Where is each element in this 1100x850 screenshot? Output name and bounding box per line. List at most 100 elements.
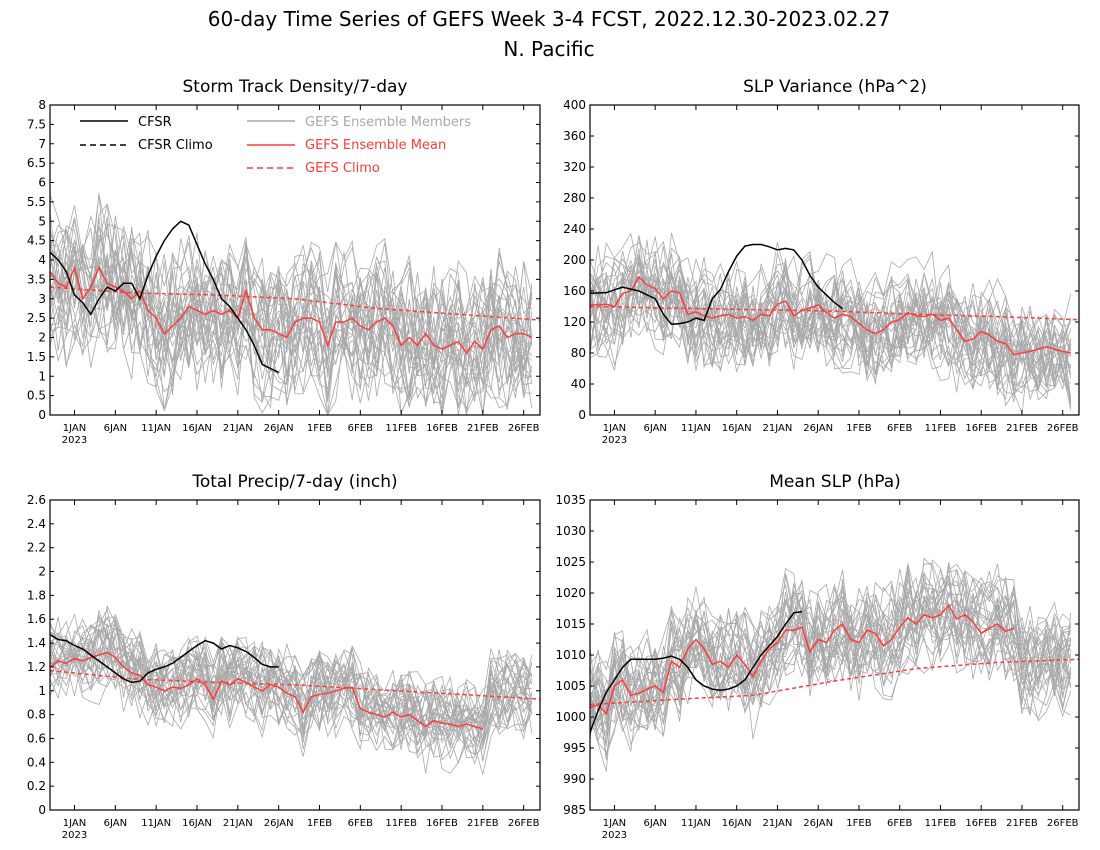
panel-title: SLP Variance (hPa^2): [743, 77, 927, 97]
series-lines: [50, 634, 540, 730]
ensemble-member-line: [50, 631, 533, 756]
x-tick-label: 1JAN: [603, 423, 626, 434]
y-tick-label: 1: [38, 369, 46, 383]
y-tick-label: 0: [38, 408, 46, 422]
y-tick-label: 1.4: [27, 636, 46, 650]
x-year-label: 2023: [602, 435, 627, 446]
x-tick-label: 1FEB: [307, 423, 332, 434]
ensemble-member-line: [590, 559, 1072, 706]
y-tick-label: 995: [563, 741, 586, 755]
y-tick-label: 240: [563, 222, 586, 236]
ensemble-member-line: [590, 269, 1071, 390]
figure-subtitle: N. Pacific: [503, 37, 594, 61]
panel-slp-variance: SLP Variance (hPa^2) 0 40 80 120 160 200 240 28…: [563, 77, 1080, 446]
x-tick-label: 16FEB: [965, 423, 997, 434]
x-year-label: 2023: [62, 435, 87, 446]
y-tick-label: 200: [563, 253, 586, 267]
x-year-label: 2023: [602, 830, 627, 841]
gefs-climo-line: [50, 286, 540, 321]
x-tick-label: 21JAN: [223, 423, 253, 434]
cfsr-line: [50, 220, 280, 374]
x-tick-label: 11FEB: [385, 818, 417, 829]
y-tick-label: 1005: [555, 679, 586, 693]
y-tick-label: 2.5: [27, 311, 46, 325]
x-tick-label: 16FEB: [426, 423, 458, 434]
ensemble-member-line: [50, 635, 533, 761]
x-tick-label: 16JAN: [182, 818, 212, 829]
ensemble-member-line: [50, 617, 533, 725]
y-tick-label: 1.8: [27, 588, 46, 602]
x-tick-label: 26JAN: [803, 423, 833, 434]
ensemble-member-line: [590, 260, 1072, 389]
y-tick-label: 1.5: [27, 350, 46, 364]
ensemble-member-line: [590, 253, 1072, 392]
ensemble-member-line: [50, 647, 533, 760]
cfsr-line: [590, 243, 844, 326]
ensemble-member-line: [590, 585, 1071, 734]
gefs-mean-line: [50, 265, 533, 355]
ensemble-member-line: [50, 258, 533, 415]
y-tick-label: 360: [563, 129, 586, 143]
x-tick-label: 1JAN: [63, 423, 86, 434]
y-tick-label: 2.4: [27, 517, 46, 531]
y-tick-label: 8: [38, 98, 46, 112]
legend-label-cfsr: CFSR: [138, 115, 172, 130]
y-tick-label: 985: [563, 803, 586, 817]
legend-label-cfsr-climo: CFSR Climo: [138, 138, 213, 153]
x-tick-label: 11JAN: [681, 818, 711, 829]
x-tick-label: 6FEB: [348, 423, 373, 434]
x-tick-label: 21JAN: [223, 818, 253, 829]
ensemble-member-line: [590, 235, 1072, 360]
ensemble-member-line: [590, 569, 1072, 719]
x-tick-label: 1FEB: [307, 818, 332, 829]
x-tick-label: 11JAN: [141, 423, 171, 434]
x-tick-label: 26JAN: [264, 818, 294, 829]
panel-storm-track-density: Storm Track Density/7-day 0 0.5 1 1.5 2 2.5 3 3…: [27, 77, 541, 446]
x-tick-label: 16FEB: [965, 818, 997, 829]
x-tick-label: 1JAN: [63, 818, 86, 829]
panel-title: Mean SLP (hPa): [769, 472, 901, 492]
ensemble-member-line: [590, 608, 1072, 745]
ensemble-member-line: [50, 204, 533, 355]
ensemble-member-line: [50, 246, 532, 415]
ensemble-member-line: [50, 635, 533, 757]
ensemble-member-line: [590, 568, 1072, 711]
ensemble-member-line: [50, 270, 533, 409]
ensemble-member-line: [590, 232, 1072, 358]
gefs-climo-line: [590, 305, 1079, 321]
ensemble-member-line: [50, 618, 533, 743]
y-tick-label: 5: [38, 214, 46, 228]
y-tick-label: 0.2: [27, 779, 46, 793]
panel-title: Storm Track Density/7-day: [183, 77, 408, 97]
x-year-label: 2023: [62, 830, 87, 841]
ensemble-member-line: [590, 281, 1072, 414]
y-tick-label: 1010: [555, 648, 586, 662]
ensemble-member-line: [590, 286, 1072, 389]
y-tick-label: 0: [578, 408, 586, 422]
ensemble-member-line: [50, 623, 533, 745]
y-tick-label: 2: [38, 331, 46, 345]
x-tick-label: 1FEB: [846, 423, 871, 434]
legend: CFSR CFSR Climo GEFS Ensemble Members GE…: [80, 115, 471, 176]
x-tick-label: 11JAN: [681, 423, 711, 434]
x-tick-label: 26FEB: [508, 423, 540, 434]
x-tick-label: 16JAN: [182, 423, 212, 434]
ensemble-member-line: [590, 572, 1072, 744]
x-tick-label: 26FEB: [1047, 423, 1079, 434]
ensemble-member-line: [590, 276, 1072, 392]
ensemble-member-line: [50, 217, 533, 374]
ensemble-member-line: [50, 256, 532, 415]
y-tick-label: 6: [38, 176, 46, 190]
gefs-climo-line: [590, 658, 1079, 706]
y-tick-label: 3.5: [27, 272, 46, 286]
y-tick-label: 160: [563, 284, 586, 298]
y-tick-label: 0.5: [27, 389, 46, 403]
y-tick-label: 1015: [555, 617, 586, 631]
y-tick-label: 320: [563, 160, 586, 174]
x-tick-label: 6FEB: [348, 818, 373, 829]
ensemble-members: [590, 232, 1072, 414]
x-tick-label: 16FEB: [426, 818, 458, 829]
y-tick-label: 1025: [555, 555, 586, 569]
y-tick-label: 1: [38, 684, 46, 698]
series-lines: [590, 604, 1079, 733]
